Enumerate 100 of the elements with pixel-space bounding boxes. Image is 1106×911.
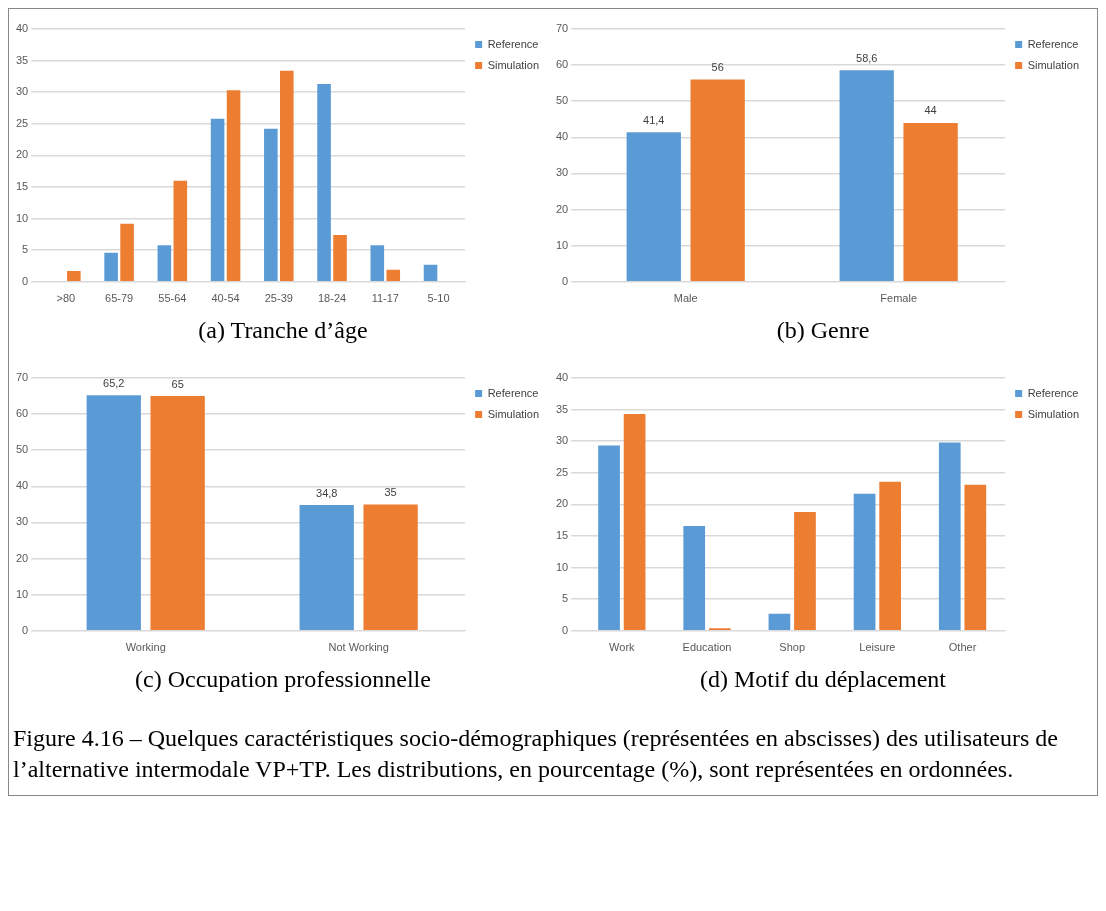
x-tick-label: 65-79 bbox=[105, 292, 134, 305]
bar bbox=[626, 132, 681, 282]
text: (a) Tranche d’âge bbox=[197, 317, 369, 344]
y-tick-label: 0 bbox=[562, 623, 569, 636]
bar bbox=[173, 180, 188, 282]
y-tick-label: 20 bbox=[555, 497, 569, 510]
y-tick-label: 35 bbox=[15, 53, 29, 66]
legend-label: Reference bbox=[487, 37, 539, 50]
text: (b) Genre bbox=[775, 317, 871, 344]
x-tick-label: 40-54 bbox=[211, 292, 240, 305]
bar bbox=[280, 70, 294, 282]
y-tick-label: 30 bbox=[555, 434, 569, 447]
text: (c) Occupation professionnelle bbox=[134, 666, 432, 693]
bar bbox=[839, 70, 894, 282]
bar bbox=[964, 484, 987, 631]
bar bbox=[370, 245, 385, 282]
bar bbox=[226, 90, 241, 282]
y-tick-label: 10 bbox=[15, 587, 29, 600]
x-tick-label: Education bbox=[682, 641, 732, 654]
bar bbox=[853, 493, 876, 631]
bar bbox=[86, 395, 141, 631]
bar bbox=[598, 445, 620, 631]
legend-label: Simulation bbox=[1027, 58, 1079, 71]
bar bbox=[104, 252, 118, 282]
x-tick-label: 11-17 bbox=[371, 292, 399, 305]
y-tick-label: 40 bbox=[15, 479, 29, 492]
legend-label: Reference bbox=[1027, 386, 1079, 399]
bar bbox=[938, 442, 961, 631]
data-label: 65,2 bbox=[103, 376, 125, 389]
bar bbox=[333, 235, 347, 282]
x-tick-label: Other bbox=[948, 641, 977, 654]
y-tick-label: 20 bbox=[555, 202, 569, 215]
y-tick-label: 5 bbox=[562, 592, 569, 605]
y-tick-label: 20 bbox=[15, 148, 29, 161]
y-tick-label: 30 bbox=[15, 85, 29, 98]
bar bbox=[768, 613, 791, 631]
x-tick-label: Shop bbox=[779, 641, 806, 654]
x-tick-label: 5-10 bbox=[427, 292, 450, 305]
y-tick-label: 30 bbox=[15, 515, 29, 528]
bar bbox=[794, 511, 816, 631]
y-tick-label: 25 bbox=[15, 116, 29, 129]
y-tick-label: 50 bbox=[555, 94, 569, 107]
x-tick-label: 55-64 bbox=[158, 292, 187, 305]
data-label: 56 bbox=[711, 61, 724, 74]
y-tick-label: 10 bbox=[15, 211, 29, 224]
bar bbox=[210, 118, 225, 282]
x-tick-label: Leisure bbox=[859, 641, 896, 654]
bar bbox=[120, 223, 134, 282]
x-tick-label: 18-24 bbox=[317, 292, 347, 305]
bar bbox=[363, 504, 418, 631]
y-tick-label: 40 bbox=[555, 371, 569, 384]
y-tick-label: 5 bbox=[22, 243, 29, 256]
y-tick-label: 35 bbox=[555, 402, 569, 415]
bar bbox=[683, 525, 706, 631]
data-label: 41,4 bbox=[643, 113, 665, 126]
legend-label: Simulation bbox=[1027, 407, 1079, 420]
y-tick-label: 0 bbox=[22, 274, 29, 287]
y-tick-label: 15 bbox=[555, 529, 569, 542]
data-label: 44 bbox=[924, 104, 937, 117]
y-tick-label: 40 bbox=[15, 22, 29, 35]
legend-label: Simulation bbox=[487, 407, 539, 420]
y-tick-label: 60 bbox=[555, 58, 569, 71]
y-tick-label: 25 bbox=[555, 465, 569, 478]
bar bbox=[690, 79, 745, 282]
x-tick-label: 25-39 bbox=[264, 292, 293, 305]
y-tick-label: 60 bbox=[15, 407, 29, 420]
y-tick-label: 0 bbox=[562, 274, 569, 287]
x-tick-label: Not Working bbox=[328, 641, 389, 654]
y-tick-label: 20 bbox=[15, 551, 29, 564]
bar bbox=[157, 245, 172, 282]
x-tick-label: >80 bbox=[56, 292, 76, 305]
bar bbox=[150, 396, 205, 631]
y-tick-label: 40 bbox=[555, 130, 569, 143]
y-tick-label: 30 bbox=[555, 166, 569, 179]
bar bbox=[903, 122, 958, 282]
y-tick-label: 15 bbox=[15, 180, 29, 193]
legend-label: Simulation bbox=[487, 58, 539, 71]
x-tick-label: Working bbox=[125, 641, 166, 654]
y-tick-label: 70 bbox=[15, 371, 29, 384]
y-tick-label: 70 bbox=[555, 22, 569, 35]
data-label: 35 bbox=[384, 485, 397, 498]
y-tick-label: 50 bbox=[15, 443, 29, 456]
bar bbox=[67, 271, 81, 282]
y-tick-label: 10 bbox=[555, 560, 569, 573]
text: (d) Motif du déplacement bbox=[699, 666, 947, 693]
legend-label: Reference bbox=[487, 386, 539, 399]
bar bbox=[623, 414, 646, 631]
bar bbox=[386, 269, 401, 282]
bar bbox=[423, 264, 438, 282]
y-tick-label: 0 bbox=[22, 623, 29, 636]
x-tick-label: Male bbox=[673, 292, 698, 305]
bar bbox=[264, 128, 278, 282]
bar bbox=[317, 83, 331, 282]
data-label: 58,6 bbox=[856, 51, 878, 64]
x-tick-label: Work bbox=[609, 641, 636, 654]
data-label: 65 bbox=[171, 377, 184, 390]
bar bbox=[879, 481, 902, 631]
legend-label: Reference bbox=[1027, 37, 1079, 50]
y-tick-label: 10 bbox=[555, 238, 569, 251]
data-label: 34,8 bbox=[316, 486, 338, 499]
